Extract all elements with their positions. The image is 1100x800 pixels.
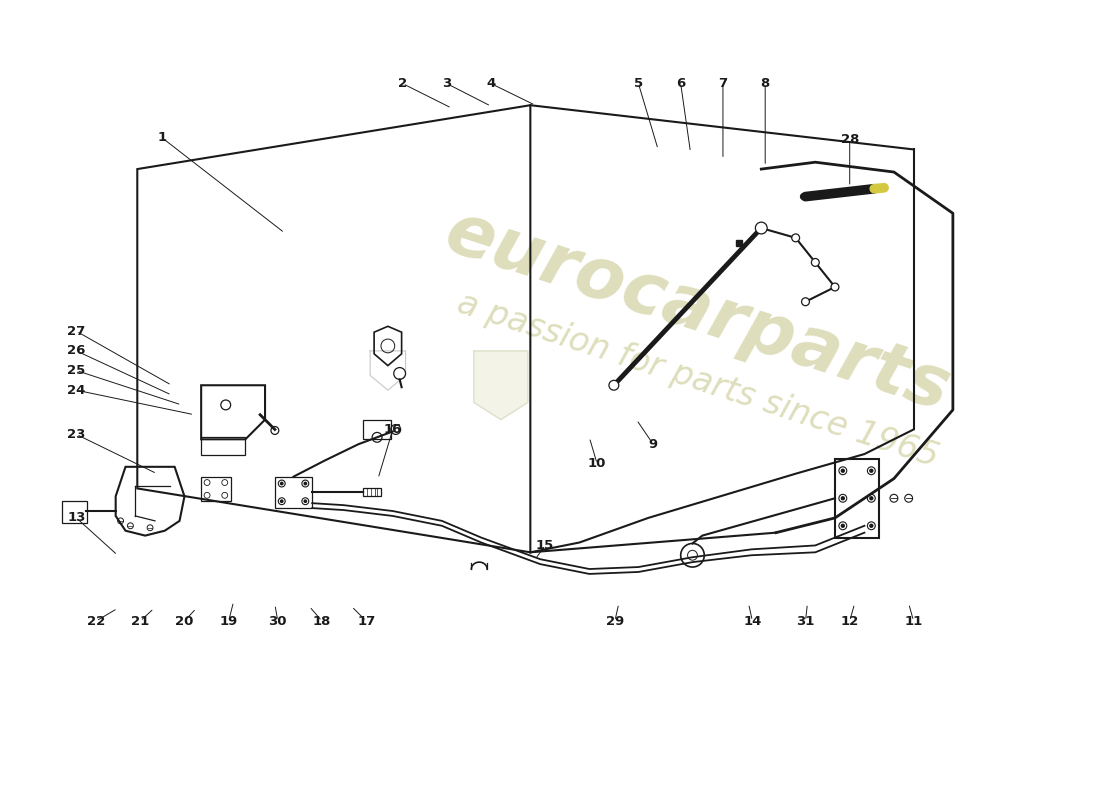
Text: 13: 13 xyxy=(67,511,86,525)
Bar xyxy=(275,477,312,508)
Text: 26: 26 xyxy=(67,344,86,358)
Bar xyxy=(201,438,245,455)
Text: 10: 10 xyxy=(588,458,606,470)
Circle shape xyxy=(801,194,806,199)
Text: 5: 5 xyxy=(634,77,643,90)
Circle shape xyxy=(802,298,810,306)
Text: 29: 29 xyxy=(606,614,624,627)
Text: 2: 2 xyxy=(398,77,407,90)
Circle shape xyxy=(870,497,872,500)
Circle shape xyxy=(830,283,839,291)
Text: 23: 23 xyxy=(67,428,86,441)
Text: 17: 17 xyxy=(358,614,375,627)
Text: 28: 28 xyxy=(840,133,859,146)
Text: 21: 21 xyxy=(131,614,150,627)
Circle shape xyxy=(304,482,307,485)
Bar xyxy=(363,489,381,496)
Text: 14: 14 xyxy=(744,614,761,627)
Text: 6: 6 xyxy=(676,77,685,90)
Circle shape xyxy=(842,497,845,500)
Circle shape xyxy=(280,500,283,502)
Circle shape xyxy=(757,223,767,233)
Text: 30: 30 xyxy=(268,614,287,627)
Circle shape xyxy=(842,524,845,527)
Text: 11: 11 xyxy=(904,614,923,627)
Circle shape xyxy=(756,222,767,234)
Bar xyxy=(363,420,390,439)
Circle shape xyxy=(280,482,283,485)
Text: 16: 16 xyxy=(384,423,402,436)
Bar xyxy=(62,502,87,523)
Text: 4: 4 xyxy=(486,77,496,90)
Text: a passion for parts since 1965: a passion for parts since 1965 xyxy=(452,286,943,474)
Text: 15: 15 xyxy=(536,539,554,552)
Text: eurocarparts: eurocarparts xyxy=(437,198,958,426)
Circle shape xyxy=(812,258,820,266)
Circle shape xyxy=(870,524,872,527)
Circle shape xyxy=(870,470,872,472)
Text: 25: 25 xyxy=(67,364,86,377)
Text: 9: 9 xyxy=(649,438,658,450)
Circle shape xyxy=(609,380,619,390)
Text: 24: 24 xyxy=(67,384,86,397)
Text: 8: 8 xyxy=(760,77,770,90)
Text: 19: 19 xyxy=(220,614,238,627)
Bar xyxy=(201,477,231,502)
Text: 7: 7 xyxy=(718,77,727,90)
Text: 1: 1 xyxy=(157,131,166,144)
Text: 18: 18 xyxy=(312,614,331,627)
Circle shape xyxy=(842,470,845,472)
Text: 22: 22 xyxy=(87,614,106,627)
Polygon shape xyxy=(474,351,528,420)
Bar xyxy=(835,459,879,538)
Text: 3: 3 xyxy=(442,77,451,90)
Circle shape xyxy=(304,500,307,502)
Text: 20: 20 xyxy=(175,614,194,627)
Text: 12: 12 xyxy=(840,614,859,627)
Text: 31: 31 xyxy=(796,614,815,627)
Text: 27: 27 xyxy=(67,325,86,338)
Circle shape xyxy=(792,234,800,242)
